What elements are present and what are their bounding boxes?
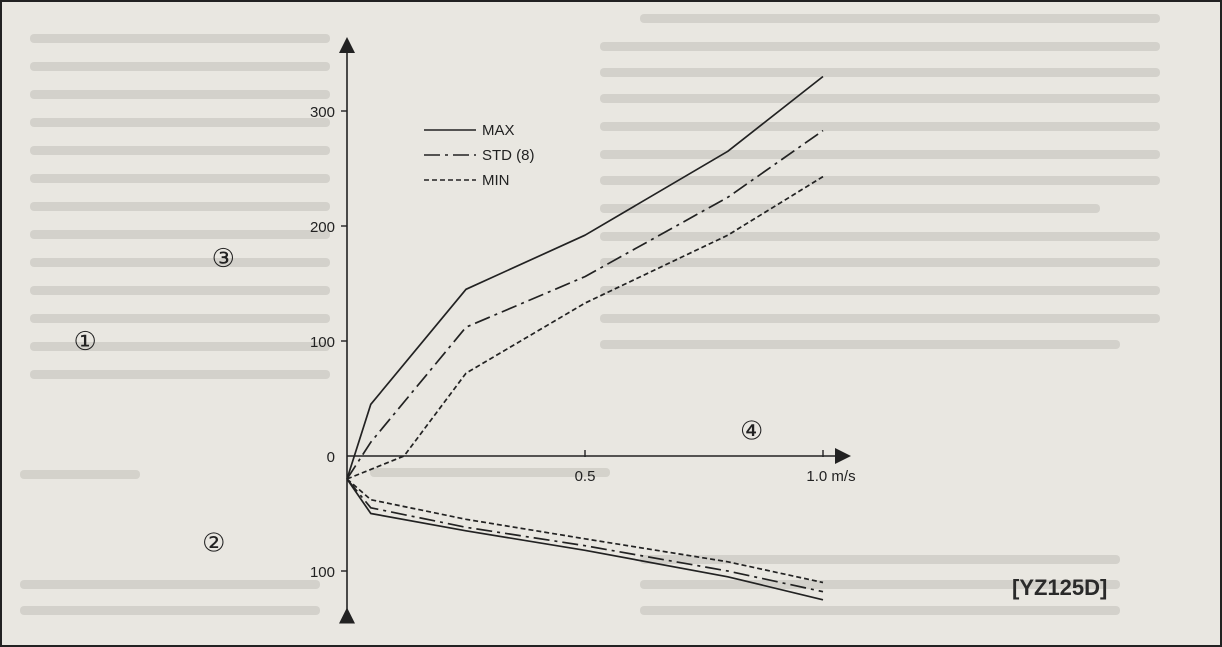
y-tick-label: 100 <box>310 334 335 351</box>
region-marker: ④ <box>740 417 763 447</box>
series-line-max-lower <box>346 478 824 601</box>
y-tick-label: 300 <box>310 104 335 121</box>
series-line-min-upper <box>346 175 824 480</box>
region-marker: ① <box>74 327 97 357</box>
series-line-max-upper <box>346 75 824 480</box>
series-line-min-lower <box>346 478 824 584</box>
y-tick-label: 200 <box>310 219 335 236</box>
x-tick-label: 0.5 <box>575 468 596 485</box>
x-tick-label: 1.0 m/s <box>806 468 855 485</box>
y-tick-label: 0 <box>327 449 335 466</box>
legend-label: MIN <box>482 172 510 189</box>
y-tick-label: 100 <box>310 564 335 581</box>
region-marker: ③ <box>212 244 235 274</box>
region-marker: ② <box>202 528 225 558</box>
series-line-std-8--upper <box>346 129 824 480</box>
legend-label: STD (8) <box>482 147 535 164</box>
series-line-std-8--lower <box>346 478 824 593</box>
figure-code-label: [YZ125D] <box>1012 575 1108 600</box>
legend-label: MAX <box>482 122 515 139</box>
